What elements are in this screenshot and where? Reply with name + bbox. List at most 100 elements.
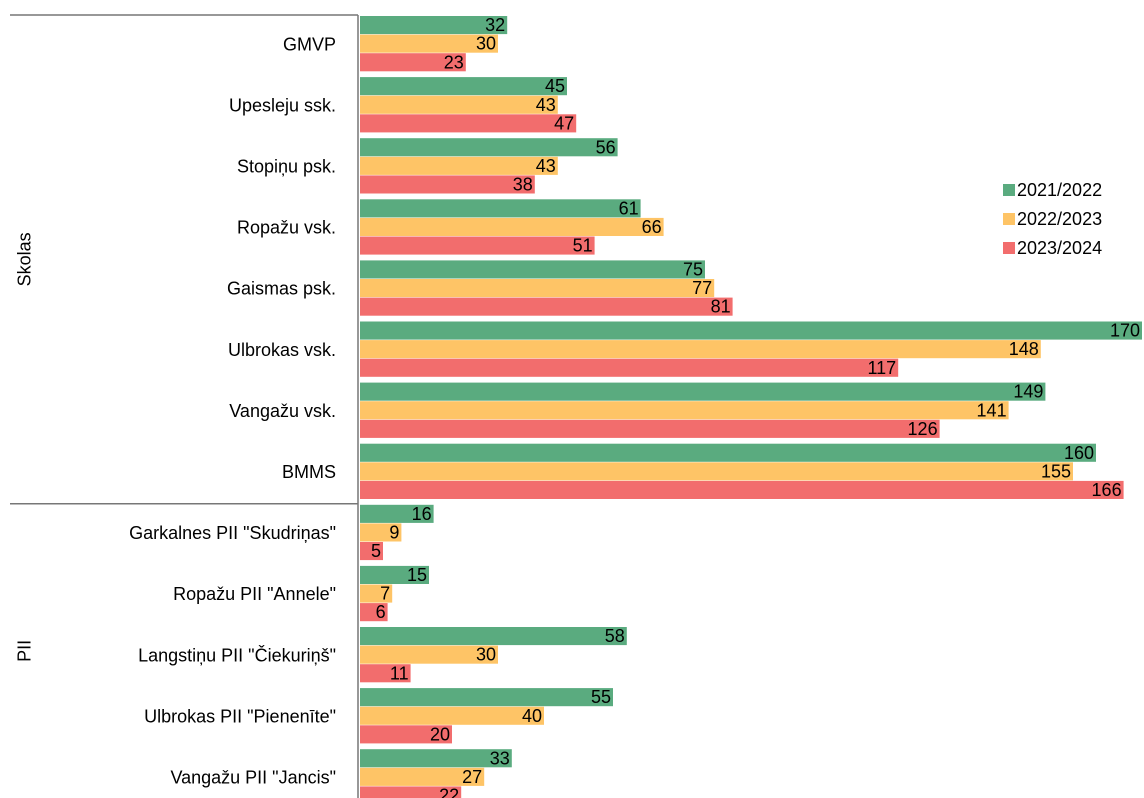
- value-label: 40: [522, 706, 542, 726]
- bar: [360, 565, 429, 584]
- legend-swatch: [1003, 184, 1015, 196]
- bar: [360, 462, 1073, 481]
- value-label: 117: [867, 358, 896, 378]
- value-label: 141: [977, 400, 1007, 420]
- bar: [360, 725, 452, 744]
- value-label: 5: [371, 541, 381, 561]
- bar: [360, 584, 393, 603]
- category-label: Ulbrokas PII "Pienenīte": [144, 706, 336, 726]
- bar: [360, 199, 641, 218]
- bar: [360, 542, 383, 561]
- value-label: 43: [536, 95, 556, 115]
- value-label: 77: [692, 278, 712, 298]
- category-label: BMMS: [282, 462, 336, 482]
- value-label: 155: [1041, 461, 1071, 481]
- value-label: 47: [554, 113, 574, 133]
- bar: [360, 297, 733, 316]
- value-label: 7: [380, 584, 390, 604]
- bar: [360, 138, 618, 157]
- value-label: 160: [1064, 443, 1094, 463]
- legend-label: 2023/2024: [1017, 238, 1102, 258]
- category-label: Vangažu vsk.: [229, 401, 336, 421]
- value-label: 55: [591, 687, 611, 707]
- value-label: 126: [908, 419, 938, 439]
- value-label: 51: [573, 236, 593, 256]
- value-label: 66: [642, 217, 662, 237]
- category-label: Ulbrokas vsk.: [228, 340, 336, 360]
- bar: [360, 321, 1142, 340]
- bar: [360, 260, 705, 279]
- value-label: 81: [711, 297, 731, 317]
- value-label: 149: [1013, 382, 1043, 402]
- legend-label: 2021/2022: [1017, 180, 1102, 200]
- value-label: 166: [1092, 480, 1122, 500]
- bar: [360, 156, 558, 175]
- bar: [360, 279, 715, 298]
- value-label: 170: [1110, 321, 1140, 341]
- value-label: 61: [619, 198, 639, 218]
- value-label: 6: [376, 602, 386, 622]
- bar: [360, 358, 899, 377]
- legend-swatch: [1003, 213, 1015, 225]
- value-label: 58: [605, 626, 625, 646]
- category-label: Ropažu vsk.: [237, 218, 336, 238]
- value-label: 23: [444, 52, 464, 72]
- bar: [360, 688, 613, 707]
- value-label: 22: [439, 785, 459, 798]
- bar: [360, 217, 664, 236]
- bar: [360, 749, 512, 768]
- category-label: Upesleju ssk.: [229, 95, 336, 115]
- value-label: 38: [513, 174, 533, 194]
- bar: [360, 480, 1124, 499]
- bar: [360, 443, 1096, 462]
- group-label: PII: [15, 640, 35, 662]
- value-label: 43: [536, 156, 556, 176]
- bar: [360, 603, 388, 622]
- group-label: Skolas: [15, 232, 35, 286]
- bar: [360, 767, 485, 786]
- bar: [360, 236, 595, 255]
- bar: [360, 95, 558, 114]
- bar: [360, 401, 1009, 420]
- value-label: 9: [389, 522, 399, 542]
- bar: [360, 340, 1041, 359]
- bar: [360, 175, 535, 194]
- value-label: 33: [490, 748, 510, 768]
- value-label: 148: [1009, 339, 1039, 359]
- value-label: 16: [412, 504, 432, 524]
- bar: [360, 16, 508, 35]
- value-label: 32: [485, 15, 505, 35]
- value-label: 11: [390, 663, 409, 683]
- category-label: GMVP: [283, 34, 336, 54]
- category-label: Vangažu PII "Jancis": [170, 768, 336, 788]
- value-label: 75: [683, 259, 703, 279]
- bar: [360, 523, 402, 542]
- bar: [360, 664, 411, 683]
- bar: [360, 53, 466, 72]
- value-label: 27: [462, 767, 482, 787]
- bar: [360, 706, 544, 725]
- value-label: 56: [596, 137, 616, 157]
- value-label: 30: [476, 34, 496, 54]
- bar: [360, 627, 627, 646]
- bar: [360, 786, 462, 798]
- category-label: Garkalnes PII "Skudriņas": [129, 523, 336, 543]
- legend-swatch: [1003, 242, 1015, 254]
- bar: [360, 382, 1046, 401]
- value-label: 45: [545, 76, 565, 96]
- bar: [360, 504, 434, 523]
- bar: [360, 114, 577, 133]
- category-label: Ropažu PII "Annele": [173, 584, 336, 604]
- category-label: Gaismas psk.: [227, 279, 336, 299]
- value-label: 30: [476, 645, 496, 665]
- bar: [360, 34, 498, 53]
- category-label: Langstiņu PII "Čiekuriņš": [138, 644, 336, 665]
- bar: [360, 645, 498, 664]
- legend-label: 2022/2023: [1017, 209, 1102, 229]
- category-label: Stopiņu psk.: [237, 157, 336, 177]
- value-label: 15: [407, 565, 427, 585]
- bar: [360, 419, 940, 438]
- bar: [360, 77, 567, 96]
- value-label: 20: [430, 724, 450, 744]
